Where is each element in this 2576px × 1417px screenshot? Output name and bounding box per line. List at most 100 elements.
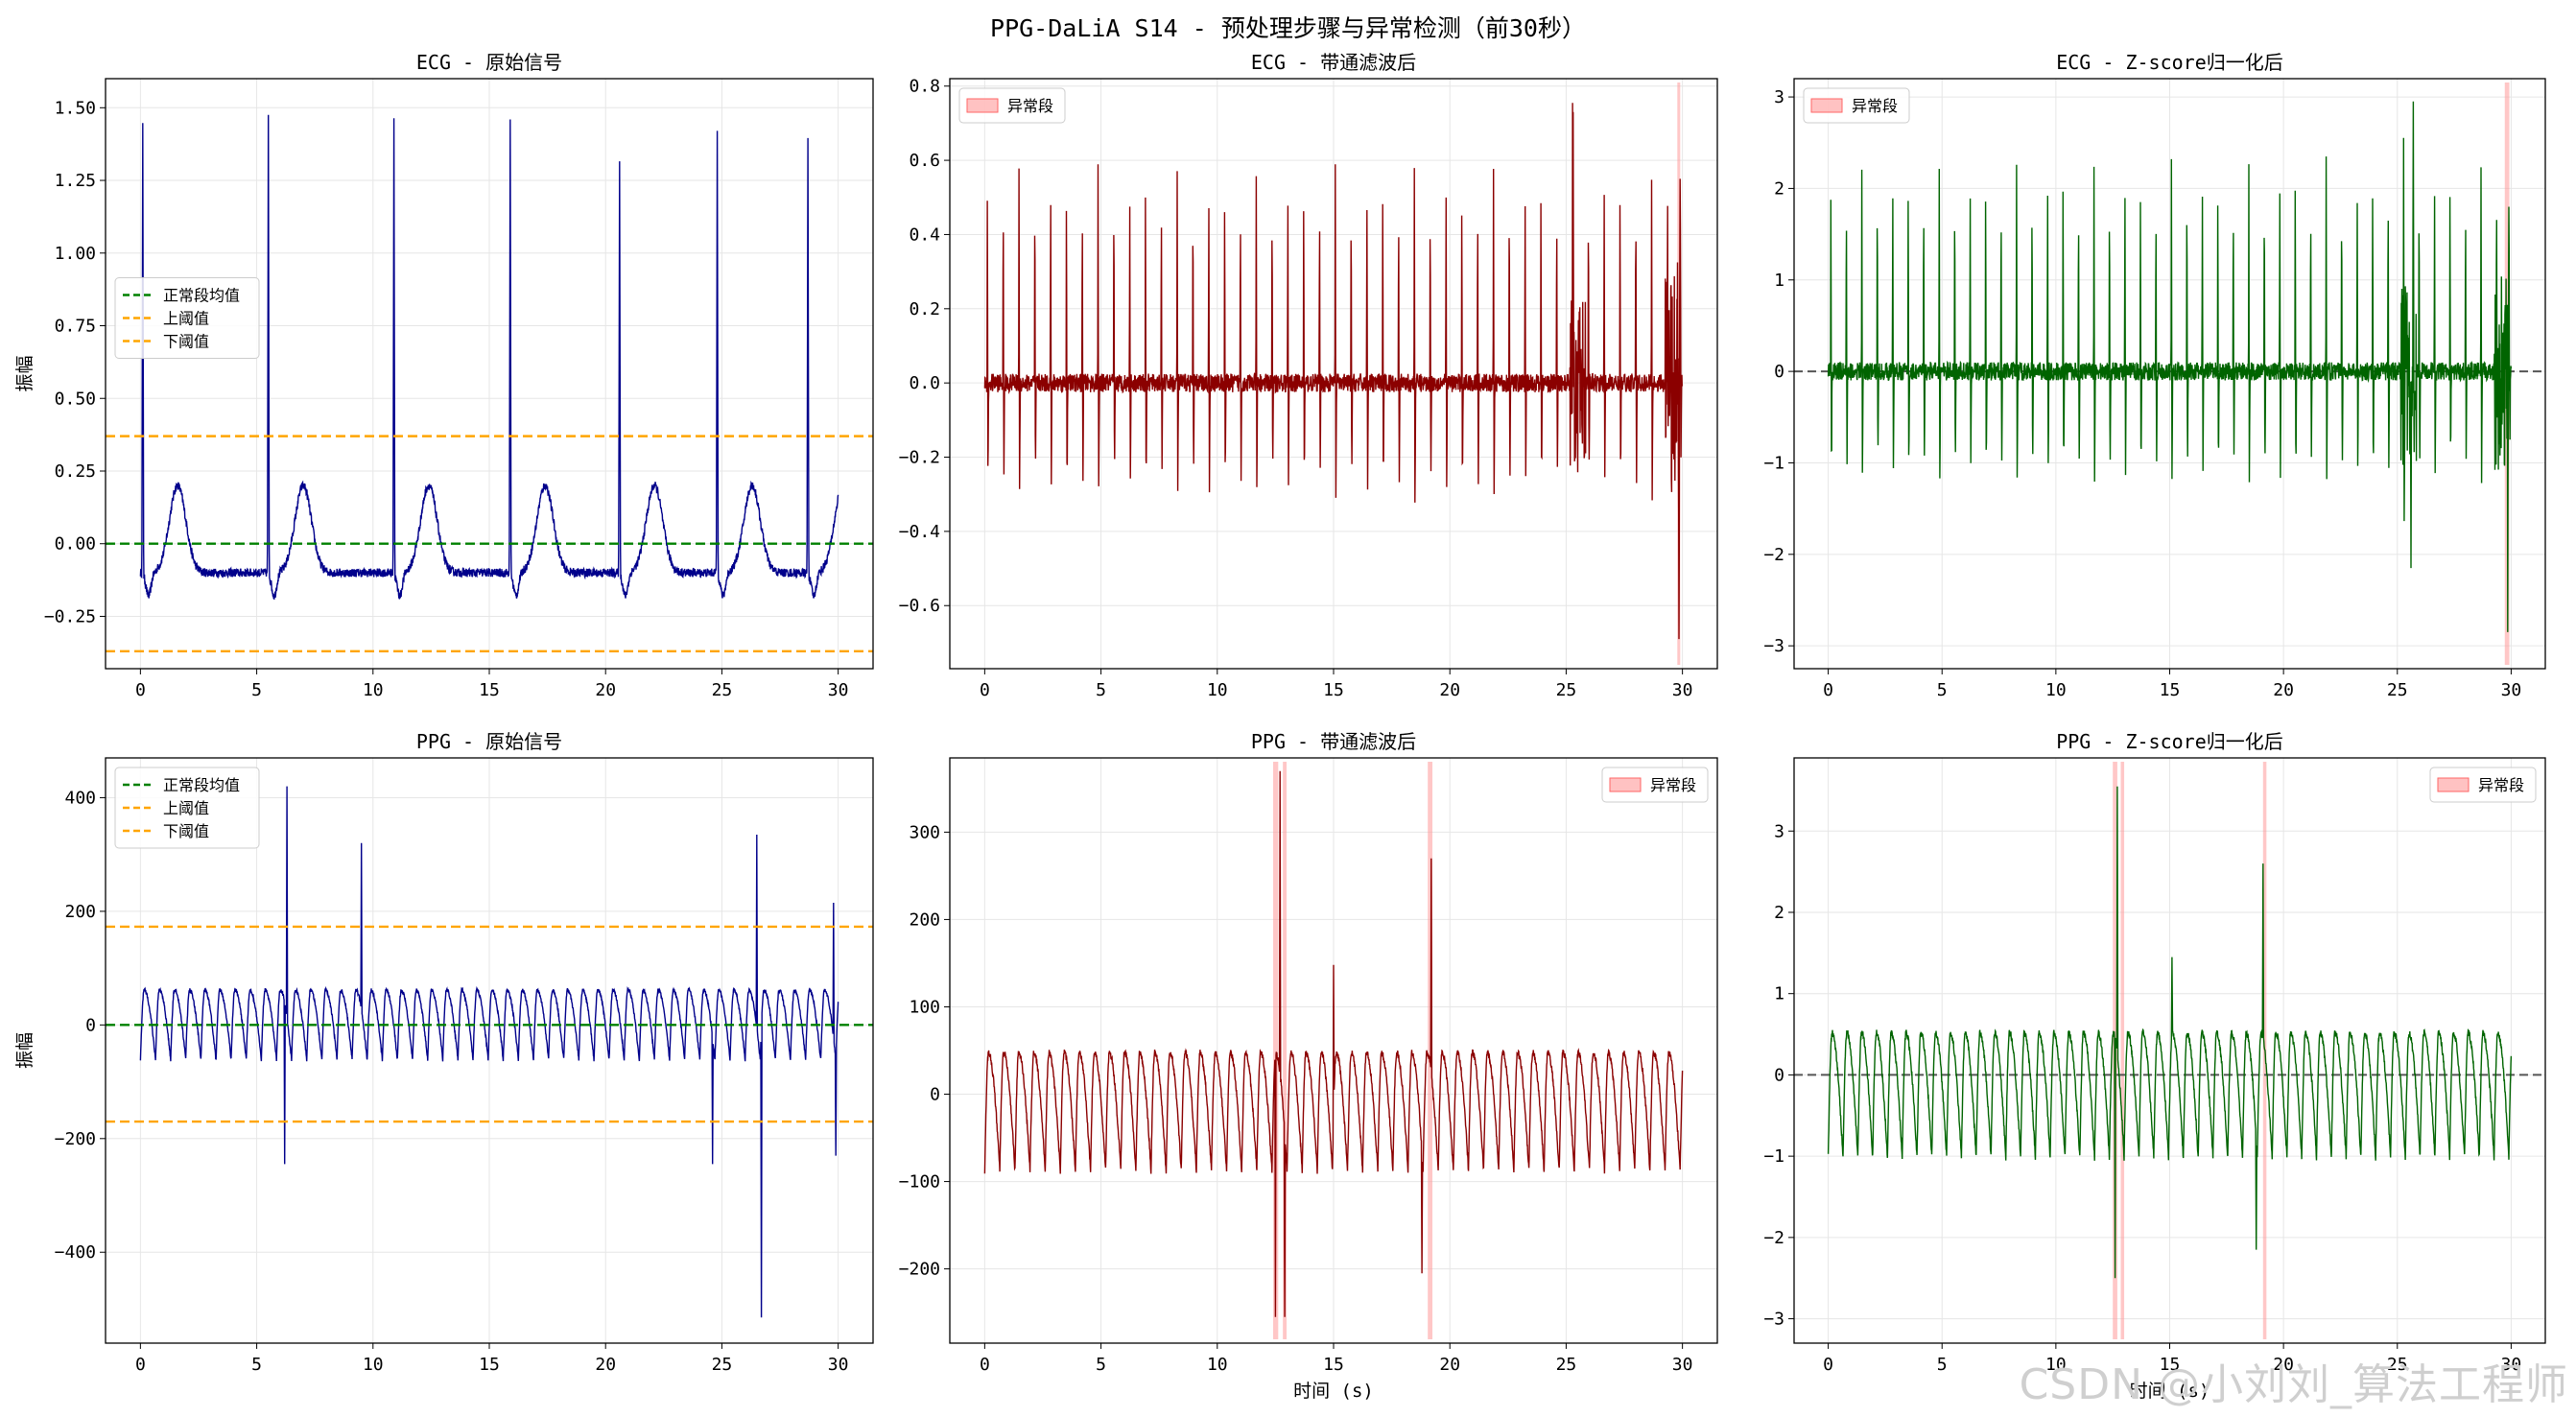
chart-ppg-filtered: 0 5 10 15 20 25 30 −200 −100 0 100 200 300 PPG - 带通滤波…	[899, 730, 1718, 1402]
y-tick-label: −3	[1763, 636, 1784, 656]
x-tick-label: 30	[828, 680, 849, 700]
y-tick-label: 0	[930, 1085, 940, 1105]
x-tick-label: 5	[1096, 1355, 1106, 1375]
x-tick-label: 0	[980, 1355, 990, 1375]
x-tick-label: 25	[1556, 1355, 1577, 1375]
legend-label: 异常段	[2478, 776, 2524, 794]
y-tick-label: 0.25	[55, 461, 96, 482]
y-tick-label: 0.6	[909, 151, 940, 171]
x-tick-label: 20	[595, 1355, 616, 1375]
x-tick-label: 25	[712, 680, 733, 700]
anomaly-span	[2120, 762, 2125, 1339]
y-tick-label: −3	[1763, 1310, 1784, 1330]
y-tick-label: 3	[1774, 821, 1784, 841]
x-tick-label: 15	[479, 680, 500, 700]
legend-label: 下阈值	[163, 822, 209, 840]
legend-box	[114, 767, 260, 849]
x-tick-label: 20	[2273, 1355, 2294, 1375]
x-tick-label: 10	[1207, 1355, 1228, 1375]
chart-title: PPG - Z-score归一化后	[2056, 730, 2283, 753]
chart-title: PPG - 带通滤波后	[1251, 730, 1416, 753]
x-tick-label: 10	[2045, 680, 2067, 700]
legend-swatch-anomaly	[1810, 98, 1843, 113]
legend-box	[2429, 767, 2537, 803]
x-tick-label: 15	[479, 1355, 500, 1375]
y-tick-label: −100	[899, 1172, 940, 1193]
y-tick-label: 300	[909, 822, 940, 842]
x-tick-label: 5	[1937, 1355, 1948, 1375]
x-tick-label: 5	[1937, 680, 1948, 700]
y-tick-label: 2	[1774, 178, 1784, 199]
chart-ecg-raw: 0 5 10 15 20 25 30 −0.25 0.00 0.25 0.50 0.75 1.00 1.2…	[14, 51, 874, 700]
x-tick-label: 10	[363, 680, 384, 700]
x-tick-label: 5	[1096, 680, 1106, 700]
chart-ecg-filtered: 0 5 10 15 20 25 30 −0.6 −0.4 −0.2 0.0 0.2 0.4 0.6 0.8 E…	[899, 51, 1718, 700]
x-tick-label: 15	[2160, 1355, 2181, 1375]
x-axis-label: 时间 (s)	[1293, 1381, 1374, 1402]
x-tick-label: 25	[712, 1355, 733, 1375]
signal-line	[983, 770, 1684, 1317]
chart-ecg-zscore: 0 5 10 15 20 25 30 −3 −2 −1 0 1 2 3 ECG - Z-score归一化后异…	[1763, 51, 2546, 700]
x-tick-label: 20	[595, 680, 616, 700]
x-tick-label: 5	[251, 1355, 262, 1375]
y-tick-label: 0.2	[909, 299, 940, 319]
chart-title: ECG - Z-score归一化后	[2056, 51, 2283, 74]
x-tick-label: 30	[2501, 1355, 2522, 1375]
legend-swatch-anomaly	[966, 98, 999, 113]
y-tick-label: −200	[55, 1129, 96, 1149]
x-tick-label: 15	[2160, 680, 2181, 700]
legend-label: 下阈值	[163, 333, 209, 351]
x-tick-label: 20	[2273, 680, 2294, 700]
x-tick-label: 30	[828, 1355, 849, 1375]
legend: 异常段	[1803, 87, 1910, 124]
x-tick-label: 30	[2501, 680, 2522, 700]
y-axis-label: 振幅	[14, 1032, 35, 1069]
legend-label: 正常段均值	[163, 287, 240, 305]
y-tick-label: 0.0	[909, 373, 940, 393]
legend-box	[958, 87, 1066, 124]
signal-line	[1827, 101, 2513, 632]
signal-line	[139, 786, 839, 1318]
x-tick-label: 10	[2045, 1355, 2067, 1375]
x-tick-label: 10	[1207, 680, 1228, 700]
chart-title: ECG - 带通滤波后	[1251, 51, 1416, 74]
y-tick-label: −0.4	[899, 522, 940, 542]
x-tick-label: 25	[2387, 1355, 2408, 1375]
x-tick-label: 0	[135, 1355, 146, 1375]
y-tick-label: 2	[1774, 903, 1784, 923]
y-tick-label: 1	[1774, 271, 1784, 291]
chart-title: PPG - 原始信号	[416, 730, 562, 753]
y-tick-label: 0	[1774, 362, 1784, 382]
legend-box	[114, 277, 260, 359]
y-tick-label: 1.25	[55, 171, 96, 191]
anomaly-span	[1283, 762, 1288, 1339]
x-tick-label: 20	[1439, 1355, 1460, 1375]
y-axis-label: 振幅	[14, 355, 35, 391]
x-tick-label: 25	[1556, 680, 1577, 700]
y-tick-label: −1	[1763, 453, 1784, 473]
y-tick-label: −200	[899, 1260, 940, 1280]
legend: 异常段	[958, 87, 1066, 124]
legend-swatch-anomaly	[2437, 777, 2470, 792]
y-tick-label: 0.75	[55, 317, 96, 337]
x-tick-label: 30	[1672, 680, 1693, 700]
y-tick-label: 200	[64, 902, 96, 922]
legend-label: 异常段	[1007, 97, 1053, 115]
y-tick-label: 1	[1774, 984, 1784, 1004]
y-tick-label: −2	[1763, 1228, 1784, 1248]
x-tick-label: 15	[1323, 680, 1344, 700]
y-tick-label: 3	[1774, 87, 1784, 107]
y-tick-label: 100	[909, 997, 940, 1017]
x-tick-label: 0	[1823, 1355, 1833, 1375]
y-tick-label: 1.50	[55, 98, 96, 118]
x-tick-label: 0	[135, 680, 146, 700]
y-tick-label: −2	[1763, 545, 1784, 565]
y-tick-label: 1.00	[55, 244, 96, 264]
x-tick-label: 15	[1323, 1355, 1344, 1375]
y-tick-label: −1	[1763, 1146, 1784, 1167]
signal-line	[983, 103, 1684, 640]
y-tick-label: 0.50	[55, 389, 96, 409]
x-tick-label: 10	[363, 1355, 384, 1375]
